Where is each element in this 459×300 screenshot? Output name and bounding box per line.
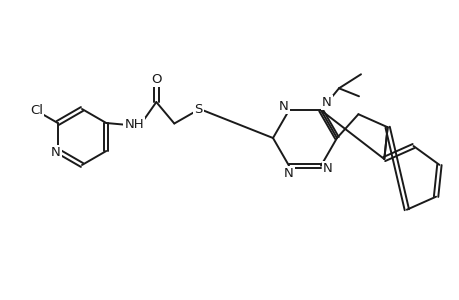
Text: N: N <box>321 96 331 109</box>
Text: S: S <box>194 103 202 116</box>
Text: N: N <box>51 146 61 160</box>
Text: N: N <box>322 162 332 175</box>
Text: N: N <box>279 100 288 113</box>
Text: NH: NH <box>124 118 144 131</box>
Text: N: N <box>284 167 293 180</box>
Text: O: O <box>151 73 161 85</box>
Text: Cl: Cl <box>30 103 43 116</box>
